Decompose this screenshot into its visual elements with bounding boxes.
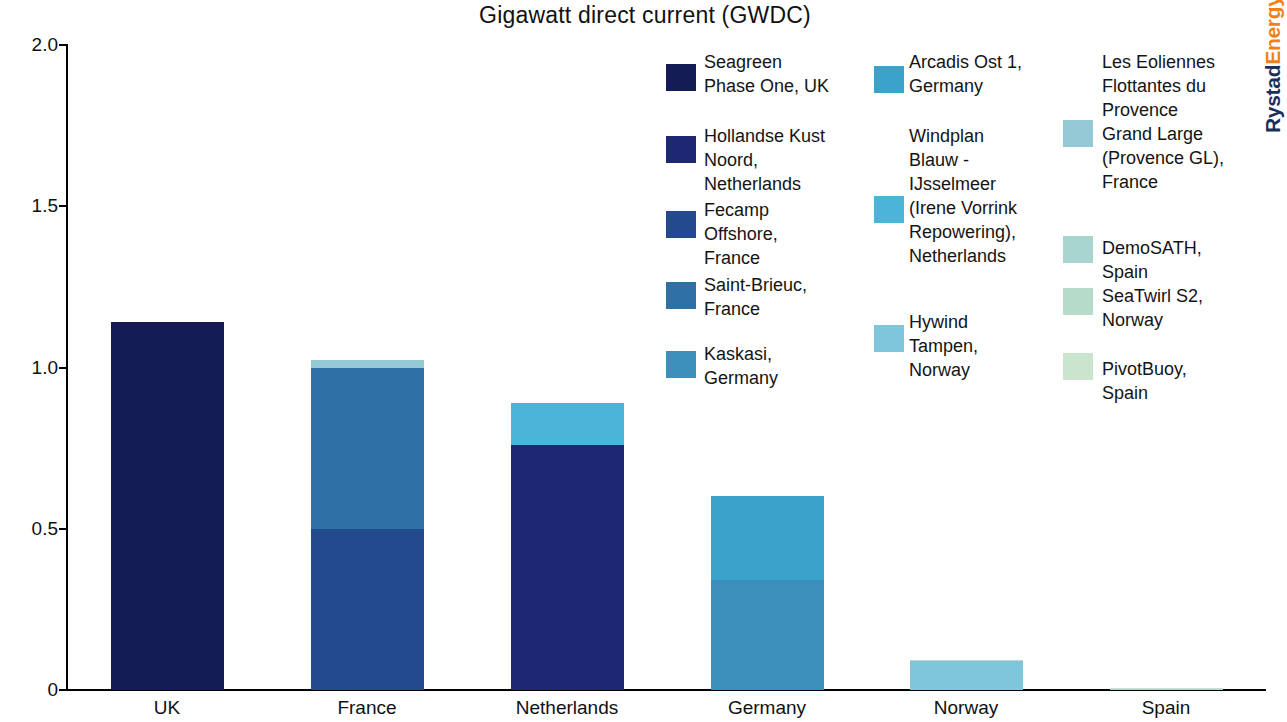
bar-segment bbox=[1110, 689, 1223, 690]
legend-label: Hywind Tampen, Norway bbox=[909, 310, 1084, 382]
legend-label: PivotBuoy, Spain bbox=[1102, 357, 1277, 405]
bar-segment bbox=[111, 322, 224, 690]
legend-swatch bbox=[1063, 120, 1093, 147]
x-axis-label-spain: Spain bbox=[1086, 697, 1246, 719]
bar-germany bbox=[711, 496, 824, 690]
legend-swatch bbox=[666, 64, 696, 91]
y-tick-label: 0 bbox=[6, 679, 58, 701]
y-tick-mark bbox=[59, 367, 67, 369]
x-axis-line bbox=[66, 689, 1266, 691]
y-tick-mark bbox=[59, 205, 67, 207]
legend-swatch bbox=[874, 196, 904, 223]
legend-label: Kaskasi, Germany bbox=[704, 342, 879, 390]
bar-netherlands bbox=[511, 403, 624, 690]
chart-title: Gigawatt direct current (GWDC) bbox=[345, 2, 945, 29]
y-tick-label: 1.5 bbox=[6, 195, 58, 217]
bar-segment bbox=[511, 445, 624, 690]
bar-segment bbox=[511, 403, 624, 445]
bar-segment bbox=[311, 368, 424, 529]
legend-label: Seagreen Phase One, UK bbox=[704, 50, 879, 98]
legend-label: Fecamp Offshore, France bbox=[704, 198, 879, 270]
bar-segment bbox=[910, 661, 1023, 690]
bar-segment bbox=[311, 529, 424, 690]
legend-swatch bbox=[666, 282, 696, 309]
y-tick-label: 2.0 bbox=[6, 34, 58, 56]
x-axis-label-norway: Norway bbox=[886, 697, 1046, 719]
y-tick-mark bbox=[59, 689, 67, 691]
y-tick-mark bbox=[59, 44, 67, 46]
bar-segment bbox=[711, 580, 824, 690]
bar-segment bbox=[711, 496, 824, 580]
bar-france bbox=[311, 360, 424, 690]
legend-swatch bbox=[666, 136, 696, 163]
legend-swatch bbox=[1063, 236, 1093, 263]
legend-label: SeaTwirl S2, Norway bbox=[1102, 284, 1277, 332]
y-tick-label: 0.5 bbox=[6, 518, 58, 540]
x-axis-label-uk: UK bbox=[87, 697, 247, 719]
bar-spain bbox=[1110, 688, 1223, 690]
legend-swatch bbox=[1063, 353, 1093, 380]
x-axis-label-france: France bbox=[287, 697, 447, 719]
legend-swatch bbox=[666, 211, 696, 238]
bar-norway bbox=[910, 660, 1023, 690]
chart-page: Gigawatt direct current (GWDC) RystadEne… bbox=[0, 0, 1287, 722]
y-tick-label: 1.0 bbox=[6, 357, 58, 379]
legend-label: DemoSATH, Spain bbox=[1102, 236, 1277, 284]
legend-label: Saint-Brieuc, France bbox=[704, 273, 879, 321]
x-axis-label-netherlands: Netherlands bbox=[487, 697, 647, 719]
legend-label: Les Eoliennes Flottantes du Provence Gra… bbox=[1102, 50, 1277, 194]
bar-uk bbox=[111, 322, 224, 690]
legend-label: Hollandse Kust Noord, Netherlands bbox=[704, 124, 879, 196]
legend-swatch bbox=[874, 325, 904, 352]
x-axis-label-germany: Germany bbox=[687, 697, 847, 719]
bar-segment bbox=[311, 360, 424, 368]
legend-swatch bbox=[1063, 288, 1093, 315]
y-tick-mark bbox=[59, 528, 67, 530]
legend-label: Arcadis Ost 1, Germany bbox=[909, 50, 1084, 98]
legend-swatch bbox=[874, 66, 904, 93]
legend-label: Windplan Blauw - IJsselmeer (Irene Vorri… bbox=[909, 124, 1084, 268]
legend-swatch bbox=[666, 351, 696, 378]
